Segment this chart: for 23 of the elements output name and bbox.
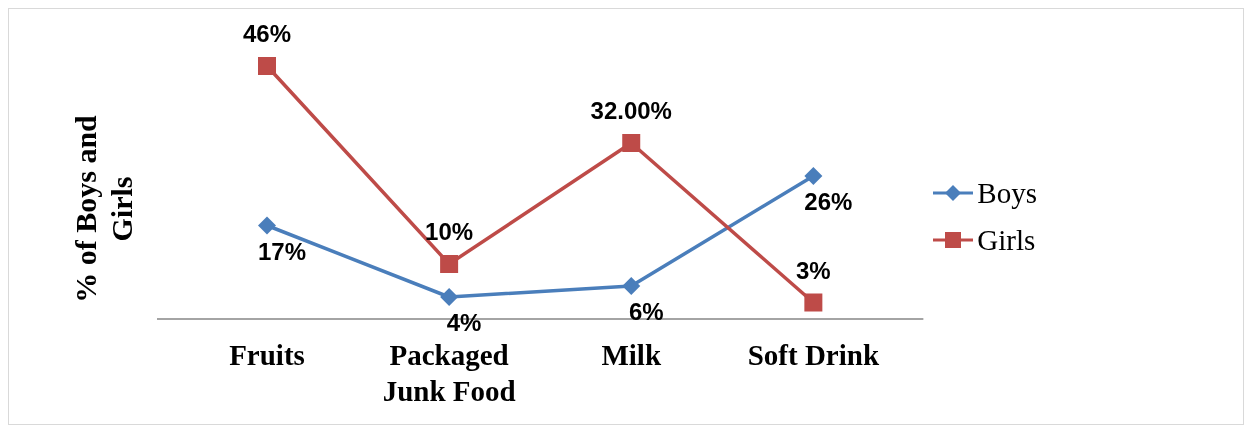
point	[258, 216, 276, 235]
data-label: 32.00%	[590, 97, 672, 124]
point	[258, 57, 276, 75]
x-tick-label: Packaged Junk Food	[382, 339, 516, 407]
data-label: 10%	[425, 218, 474, 245]
data-label: 3%	[796, 256, 831, 284]
x-tick-label: Fruits	[229, 339, 305, 371]
point	[622, 277, 641, 295]
x-tick-label: Soft Drink	[747, 339, 880, 371]
legend-label: Girls	[977, 223, 1036, 257]
legend-label: Boys	[977, 176, 1037, 210]
point	[440, 288, 459, 306]
data-label: 17%	[257, 237, 307, 265]
data-label: 4%	[446, 309, 482, 336]
point	[804, 293, 823, 312]
data-label: 46%	[242, 20, 292, 47]
point	[622, 134, 641, 152]
data-label: 6%	[628, 298, 664, 325]
point	[440, 255, 459, 273]
y-axis-title: % of Boys and Girls	[68, 114, 139, 305]
point	[804, 167, 823, 185]
data-label: 26%	[804, 188, 853, 215]
x-tick-label: Milk	[601, 339, 662, 371]
